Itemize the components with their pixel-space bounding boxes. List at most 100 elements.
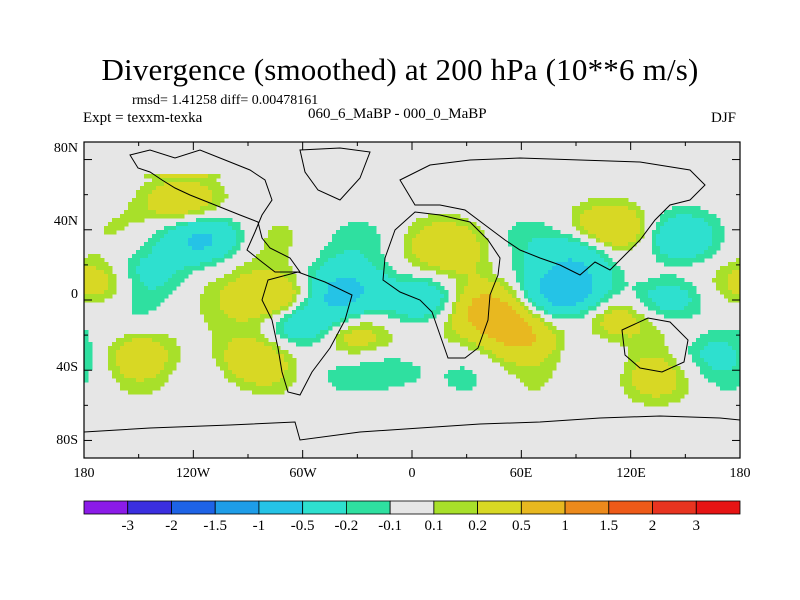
field-cell	[524, 382, 545, 387]
field-cell	[704, 218, 721, 223]
field-cell	[664, 314, 693, 319]
field-cell	[692, 214, 717, 219]
field-cell	[656, 222, 665, 227]
field-cell	[296, 310, 365, 315]
field-cell	[188, 238, 213, 243]
field-cell	[624, 386, 637, 391]
colorbar-label: 0.5	[511, 518, 531, 534]
field-cell	[728, 274, 741, 279]
field-cell	[308, 278, 313, 283]
field-cell	[324, 246, 381, 251]
field-cell	[240, 274, 285, 279]
field-cell	[404, 246, 413, 251]
field-cell	[296, 306, 305, 311]
field-cell	[572, 222, 581, 227]
colorbar-swatch	[520, 500, 566, 515]
field-cell	[524, 278, 541, 283]
field-cell	[468, 282, 501, 287]
field-cell	[652, 298, 693, 303]
field-cell	[468, 310, 517, 315]
field-cell	[412, 246, 481, 251]
field-cell	[344, 334, 377, 339]
coastlines	[83, 147, 741, 441]
field-cell	[360, 294, 445, 299]
field-cell	[208, 174, 221, 179]
field-cell	[340, 330, 353, 335]
field-cell	[104, 230, 117, 235]
field-cell	[676, 378, 689, 383]
field-cell	[328, 302, 349, 307]
field-cell	[736, 358, 741, 363]
field-cell	[656, 258, 705, 263]
field-cell	[364, 310, 397, 315]
coastline-eurasia	[399, 157, 706, 276]
field-cell	[120, 366, 165, 371]
field-cell	[268, 234, 293, 239]
field-cell	[176, 222, 189, 227]
field-cell	[396, 310, 433, 315]
field-cell	[340, 226, 377, 231]
field-cell	[660, 274, 677, 279]
field-cell	[292, 314, 349, 319]
field-cell	[212, 194, 229, 199]
field-cell	[132, 298, 165, 303]
field-cell	[656, 242, 713, 247]
season-label: DJF	[711, 110, 737, 126]
field-cell	[332, 382, 405, 387]
field-cell	[376, 334, 393, 339]
field-cell	[212, 198, 225, 203]
field-cell	[108, 362, 117, 367]
field-cell	[120, 386, 161, 391]
field-cell	[424, 314, 437, 319]
field-cell	[132, 306, 157, 311]
field-cell	[588, 246, 597, 251]
field-cell	[460, 298, 473, 303]
field-cell	[444, 294, 449, 299]
field-cell	[364, 254, 385, 259]
field-cell	[336, 386, 389, 391]
field-cell	[504, 286, 513, 291]
coastline-greenland	[299, 147, 371, 201]
field-cell	[212, 330, 261, 335]
field-cell	[604, 314, 633, 319]
field-cell	[632, 398, 681, 403]
x-tick-120w: 120W	[175, 466, 211, 481]
plot-title: Divergence (smoothed) at 200 hPa (10**6 …	[101, 52, 699, 87]
field-cell	[700, 334, 741, 339]
field-cell	[288, 334, 317, 339]
field-cell	[412, 242, 481, 247]
field-cell	[452, 306, 457, 311]
field-cell	[528, 294, 545, 299]
field-cell	[188, 210, 205, 215]
field-cell	[84, 370, 89, 375]
field-cell	[568, 238, 581, 243]
field-cell	[524, 274, 545, 279]
field-cell	[204, 318, 237, 323]
field-cell	[516, 374, 553, 379]
field-cell	[116, 362, 165, 367]
field-cell	[584, 262, 609, 267]
field-cell	[688, 290, 697, 295]
field-cell	[612, 310, 629, 315]
field-cell	[704, 358, 737, 363]
field-cell	[412, 222, 433, 227]
field-cell	[336, 278, 357, 283]
field-cell	[532, 342, 557, 347]
field-cell	[148, 202, 209, 207]
field-cell	[308, 282, 313, 287]
field-cell	[732, 346, 741, 351]
field-cell	[124, 210, 157, 215]
field-cell	[132, 310, 149, 315]
field-cell	[636, 294, 649, 299]
field-cell	[456, 306, 469, 311]
field-cell	[664, 222, 709, 227]
field-cell	[144, 174, 161, 179]
field-cell	[708, 362, 737, 367]
field-cell	[580, 310, 589, 315]
colorbar-label: 0.1	[424, 518, 444, 534]
field-cell	[328, 378, 417, 383]
field-cell	[276, 322, 285, 327]
field-cell	[296, 342, 313, 347]
field-cell	[508, 302, 521, 307]
field-cell	[512, 246, 529, 251]
